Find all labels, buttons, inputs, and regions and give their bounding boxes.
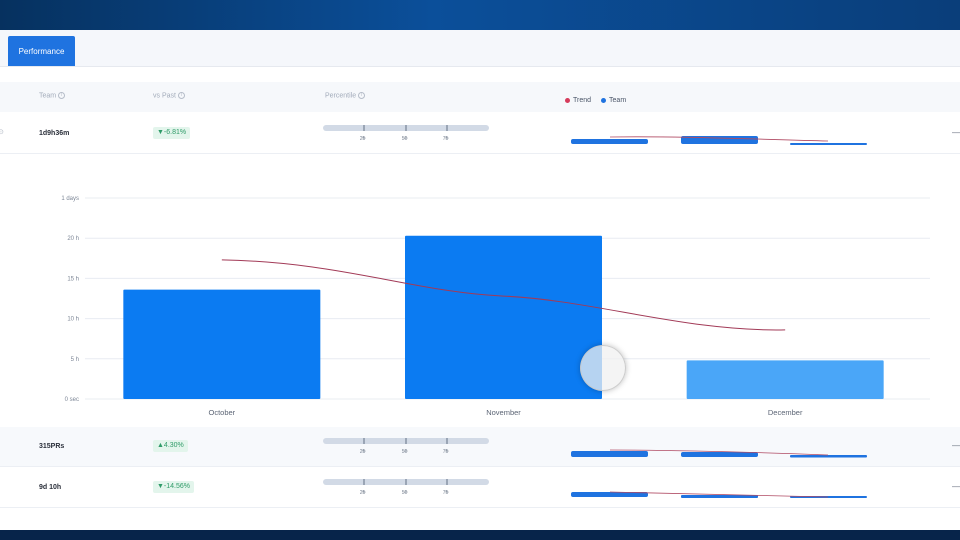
cursor-highlight: [580, 345, 626, 391]
table-header-row: [0, 82, 960, 112]
bar-november: [405, 235, 602, 399]
spark-bar: [790, 143, 867, 145]
header-vs-past-label: vs Past: [153, 92, 176, 100]
month-bar-chart: 0 sec 5 h 10 h 15 h 20 h 1 days October Novembe…: [61, 196, 930, 417]
header-vs-past[interactable]: vs Past i: [153, 92, 185, 99]
header-team-label: Team: [39, 92, 57, 100]
percentile-tick: [446, 438, 448, 444]
row-sparkline: [571, 491, 867, 498]
spark-trend-line: [609, 449, 829, 456]
x-tick-label: November: [486, 408, 521, 417]
spark-bar: [571, 451, 648, 457]
vs-past-badge: ▼-14.56%: [153, 481, 195, 493]
vs-past-badge: ▲4.30%: [153, 440, 188, 452]
spark-trend-line: [609, 491, 829, 498]
legend-team[interactable]: Team: [601, 97, 626, 104]
row-sparkline: [571, 136, 867, 145]
percentile-tick: [363, 479, 365, 485]
y-tick-label: 10 h: [67, 317, 79, 323]
header-percentile-label: Percentile: [325, 92, 357, 100]
legend-trend-label: Trend: [573, 97, 592, 104]
x-tick-label: October: [208, 408, 235, 417]
performance-panel: Performance Team i vs Past i Percentile i T…: [0, 30, 960, 530]
team-value: 315PRs: [39, 443, 65, 450]
info-icon[interactable]: i: [58, 92, 66, 99]
tab-bar: Performance: [0, 30, 960, 67]
spark-bar: [681, 495, 758, 498]
info-icon[interactable]: i: [177, 92, 185, 99]
x-tick-label: December: [768, 408, 803, 417]
y-tick-label: 1 days: [61, 196, 79, 202]
percentile-bar: [323, 479, 489, 485]
percentile-bar: [323, 438, 489, 444]
y-tick-label: 0 sec: [65, 397, 79, 403]
chart-legend: Trend Team: [565, 97, 626, 104]
spark-bar: [571, 492, 648, 497]
percentile-tick: [405, 438, 407, 444]
tab-performance[interactable]: Performance: [8, 36, 75, 66]
expand-chevron-icon[interactable]: —: [952, 441, 960, 450]
spark-bar: [571, 139, 648, 144]
legend-trend[interactable]: Trend: [565, 97, 591, 104]
bar-december: [686, 360, 884, 399]
percentile-tick: [446, 125, 448, 131]
percentile-tick: [363, 438, 365, 444]
percentile-tick: [446, 479, 448, 485]
row-info-icon: ⊙: [0, 129, 4, 136]
team-value: 1d9h36m: [39, 130, 70, 137]
window-top-band: [0, 0, 960, 30]
percentile-tick: [405, 125, 407, 131]
percentile-tick: [405, 479, 407, 485]
legend-team-dot: [601, 97, 607, 103]
vs-past-badge: ▼-6.81%: [153, 127, 191, 139]
percentile-tick: [363, 125, 365, 131]
bar-october: [123, 289, 321, 399]
spark-trend-line: [609, 136, 829, 142]
header-team[interactable]: Team i: [39, 92, 66, 100]
expand-chevron-icon[interactable]: —: [952, 482, 960, 491]
legend-team-label: Team: [609, 97, 627, 104]
row-sparkline: [571, 449, 867, 458]
expand-chevron-icon[interactable]: —: [952, 128, 960, 137]
percentile-bar: [323, 125, 489, 131]
header-percentile[interactable]: Percentile i: [325, 92, 366, 100]
info-icon[interactable]: i: [358, 92, 366, 99]
legend-trend-dot: [565, 97, 570, 103]
trend-line: [221, 259, 786, 331]
spark-bar: [790, 455, 867, 458]
y-tick-label: 5 h: [71, 357, 79, 363]
expanded-chart: 0 sec 5 h 10 h 15 h 20 h 1 days October Novembe…: [0, 155, 960, 427]
spark-bar: [681, 452, 758, 457]
team-value: 9d 10h: [39, 484, 62, 491]
y-tick-label: 15 h: [67, 276, 79, 282]
window-bottom-band: [0, 530, 960, 540]
y-tick-label: 20 h: [67, 236, 79, 242]
